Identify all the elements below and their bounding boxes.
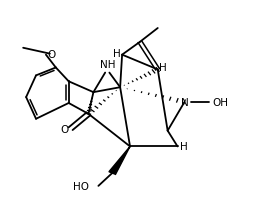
Text: OH: OH bbox=[212, 97, 228, 108]
Text: N: N bbox=[180, 97, 188, 108]
Polygon shape bbox=[109, 147, 130, 174]
Text: NH: NH bbox=[100, 60, 115, 70]
Text: H: H bbox=[180, 142, 188, 152]
Text: HO: HO bbox=[73, 181, 89, 191]
Text: H: H bbox=[159, 63, 167, 73]
Text: O: O bbox=[60, 124, 68, 134]
Text: H: H bbox=[113, 48, 121, 58]
Text: O: O bbox=[47, 49, 55, 59]
